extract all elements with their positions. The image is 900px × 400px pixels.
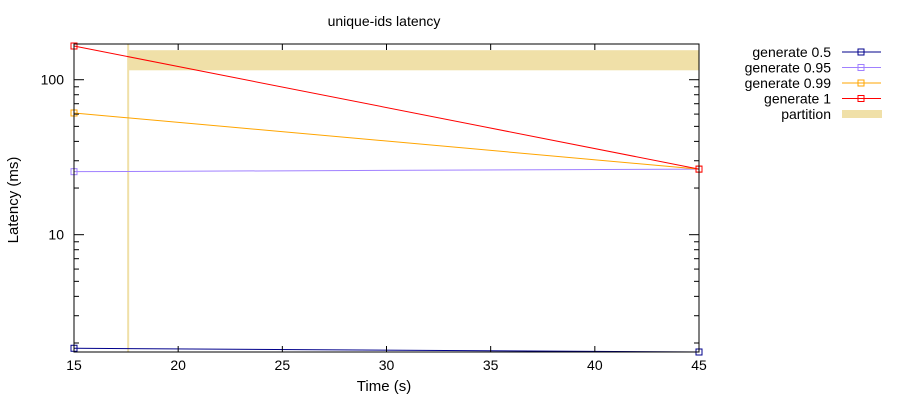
legend-swatch-marker-1 <box>857 64 865 71</box>
plot-frame <box>73 43 700 353</box>
series-line-1 <box>73 168 700 173</box>
x-tick-label-15: 15 <box>66 357 82 373</box>
x-tick-label-35: 35 <box>483 357 499 373</box>
series-line-3 <box>73 45 700 170</box>
legend-label-2: generate 0.99 <box>745 75 832 91</box>
legend-item-3: generate 1 <box>764 91 881 107</box>
y-tick-label-10: 10 <box>48 227 64 243</box>
legend-item-4: partition <box>781 106 882 122</box>
y-tick-label-100: 100 <box>41 72 65 88</box>
series-line-2 <box>73 112 700 170</box>
x-tick-label-40: 40 <box>587 357 603 373</box>
plot-layer <box>70 42 703 356</box>
legend-label-1: generate 0.95 <box>745 60 832 76</box>
y-axis-label: Latency (ms) <box>5 157 22 244</box>
legend-item-1: generate 0.95 <box>745 60 881 76</box>
axis-layer: 15 20 25 30 35 40 45 10 100 <box>41 43 707 373</box>
legend-label-3: generate 1 <box>764 91 831 107</box>
x-tick-label-20: 20 <box>170 357 186 373</box>
x-tick-label-45: 45 <box>691 357 707 373</box>
legend-swatch-band-4 <box>842 110 882 118</box>
legend-swatch-marker-0 <box>857 48 865 56</box>
partition-band <box>128 50 699 71</box>
x-tick-label-30: 30 <box>379 357 395 373</box>
x-axis-label: Time (s) <box>357 378 411 395</box>
legend-label-0: generate 0.5 <box>752 44 831 60</box>
x-tick-label-25: 25 <box>275 357 291 373</box>
legend-swatch-marker-3 <box>857 95 865 102</box>
legend-item-0: generate 0.5 <box>752 44 881 60</box>
legend-label-4: partition <box>781 106 831 122</box>
legend-swatch-marker-2 <box>857 79 865 87</box>
chart-title: unique-ids latency <box>328 13 441 29</box>
legend-item-2: generate 0.99 <box>745 75 881 91</box>
